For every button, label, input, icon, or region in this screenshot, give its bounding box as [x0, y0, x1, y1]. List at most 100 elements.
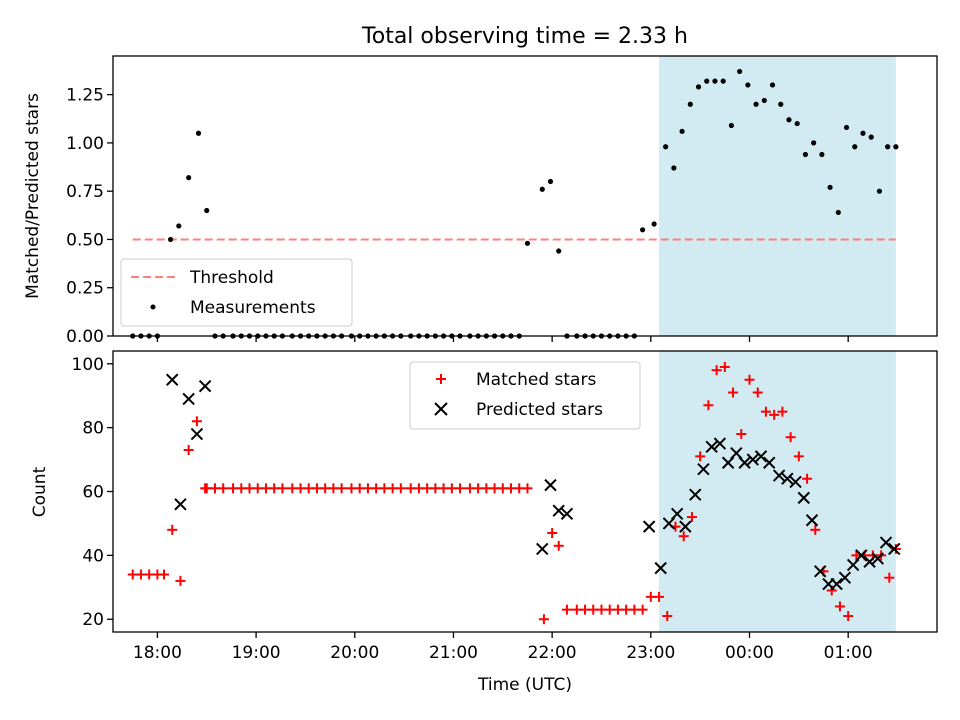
- measurement-point: [720, 78, 726, 84]
- predicted-point: [544, 478, 557, 492]
- legend-threshold-label: Threshold: [189, 268, 274, 288]
- measurement-point: [827, 184, 833, 190]
- y-tick-label: 60: [82, 483, 104, 503]
- predicted-point: [654, 561, 667, 575]
- y-tick-label: 100: [72, 355, 104, 375]
- legend-predicted-label: Predicted stars: [476, 400, 603, 420]
- predicted-point: [536, 542, 549, 556]
- matched-point: [785, 432, 796, 443]
- measurement-point: [704, 78, 710, 84]
- measurements-series: [130, 68, 899, 339]
- matched-point: [522, 483, 533, 494]
- measurement-point: [745, 82, 751, 88]
- y-tick-label: 1.25: [66, 86, 104, 106]
- x-tick-label: 01:00: [824, 643, 873, 663]
- matched-point: [834, 601, 845, 612]
- matched-point: [175, 575, 186, 586]
- measurement-point: [778, 101, 784, 107]
- measurement-point: [786, 117, 792, 123]
- chart-title: Total observing time = 2.33 h: [361, 24, 688, 49]
- measurement-point: [728, 122, 735, 129]
- matched-point: [547, 528, 558, 539]
- legend-measurements-label: Measurements: [190, 298, 316, 318]
- y-tick-label: 40: [82, 546, 104, 566]
- measurement-point: [195, 130, 202, 136]
- measurement-point: [737, 68, 743, 75]
- matched-point: [744, 374, 755, 385]
- top-x-ticks: [156, 336, 849, 342]
- legend-matched-swatch: [436, 374, 446, 384]
- matched-point: [167, 524, 178, 535]
- matched-point: [890, 543, 901, 554]
- y-tick-label: 0.50: [66, 230, 104, 250]
- predicted-point: [689, 488, 702, 501]
- measurement-point: [753, 101, 759, 107]
- measurement-point: [843, 124, 850, 131]
- predicted-point: [789, 475, 802, 489]
- matched-series: [127, 361, 901, 625]
- observing-window-shade: [659, 351, 896, 632]
- bottom-x-axis: 18:00 19:00 20:00 21:00 22:00 23:00 00:00 01:00: [133, 632, 873, 663]
- predicted-point: [166, 373, 179, 386]
- measurement-point: [860, 130, 866, 136]
- matched-point: [561, 604, 572, 615]
- matched-point: [637, 604, 648, 615]
- measurement-point: [885, 144, 891, 150]
- measurement-point: [876, 188, 883, 194]
- matched-point: [662, 611, 673, 622]
- matched-point: [158, 569, 169, 580]
- predicted-point: [830, 577, 843, 591]
- predicted-point: [182, 392, 195, 406]
- y-tick-label: 1.00: [66, 134, 104, 154]
- bottom-shaded-interval: [659, 351, 896, 632]
- predicted-point: [772, 469, 786, 482]
- measurement-point: [811, 140, 817, 146]
- y-tick-label: 20: [82, 610, 104, 630]
- predicted-point: [763, 456, 776, 469]
- measurement-point: [651, 221, 657, 227]
- measurement-point: [893, 144, 899, 150]
- bottom-panel: 20 40 60 80 100 18:00 19:00 20:00 21:00 22:00 23:…: [30, 350, 938, 695]
- measurement-point: [556, 248, 562, 254]
- measurement-point: [176, 223, 182, 229]
- measurement-point: [167, 236, 174, 243]
- matched-point: [752, 387, 763, 398]
- predicted-point: [871, 552, 884, 565]
- predicted-point: [697, 462, 710, 476]
- predicted-point: [670, 507, 684, 521]
- matched-point: [793, 451, 804, 462]
- predicted-point: [863, 555, 876, 568]
- matched-point: [553, 540, 564, 551]
- matched-point: [719, 361, 730, 372]
- measurement-point: [639, 227, 646, 233]
- x-tick-label: 19:00: [232, 643, 281, 663]
- matched-point: [191, 416, 202, 427]
- predicted-point: [174, 498, 187, 511]
- measurement-point: [761, 97, 767, 104]
- predicted-point: [552, 504, 565, 517]
- observing-window-shade: [659, 56, 896, 336]
- measurement-point: [671, 165, 677, 171]
- predicted-point: [879, 536, 893, 549]
- predicted-point: [746, 453, 759, 466]
- top-panel: 0.00 0.25 0.50 0.75 1.00 1.25 Matched/Predict…: [23, 55, 938, 347]
- predicted-point: [642, 520, 656, 533]
- predicted-point: [198, 379, 212, 393]
- measurement-point: [769, 82, 776, 88]
- predicted-point: [814, 565, 827, 578]
- predicted-point: [805, 514, 819, 527]
- x-tick-label: 20:00: [330, 643, 379, 663]
- x-tick-label: 18:00: [133, 643, 182, 663]
- measurement-point: [712, 78, 718, 84]
- measurement-point: [663, 144, 669, 150]
- measurement-point: [695, 84, 702, 90]
- matched-point: [538, 614, 549, 625]
- matched-point: [736, 429, 747, 440]
- y-tick-label: 0.25: [66, 279, 104, 299]
- measurement-point: [524, 240, 531, 246]
- matched-point: [395, 483, 406, 494]
- matched-point: [769, 409, 780, 420]
- bottom-legend: Matched stars Predicted stars: [409, 361, 641, 430]
- matched-point: [884, 572, 895, 583]
